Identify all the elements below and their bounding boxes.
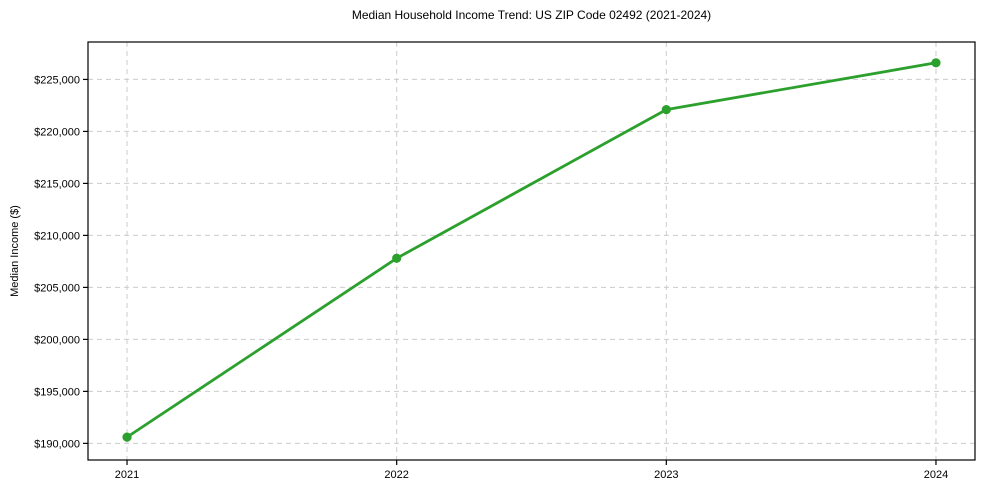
y-tick-label: $190,000 <box>34 438 80 450</box>
y-tick-label: $205,000 <box>34 282 80 294</box>
trend-line <box>125 61 938 439</box>
y-tick-label: $195,000 <box>34 386 80 398</box>
y-tick-label: $200,000 <box>34 334 80 346</box>
x-tick-label: 2022 <box>384 469 408 481</box>
data-point-marker <box>931 58 941 68</box>
y-tick-label: $220,000 <box>34 126 80 138</box>
data-point-marker <box>661 104 671 115</box>
chart-title: Median Household Income Trend: US ZIP Co… <box>351 8 712 22</box>
x-tick-label: 2024 <box>924 469 948 481</box>
y-tick-label: $215,000 <box>34 178 80 190</box>
y-tick-label: $225,000 <box>34 74 80 86</box>
plot-border <box>87 41 976 461</box>
y-tick-label: $210,000 <box>34 230 80 242</box>
data-point-marker <box>392 253 402 263</box>
x-tick-label: 2023 <box>654 469 678 481</box>
x-tick-label: 2021 <box>115 469 139 481</box>
data-point-marker <box>122 432 132 442</box>
